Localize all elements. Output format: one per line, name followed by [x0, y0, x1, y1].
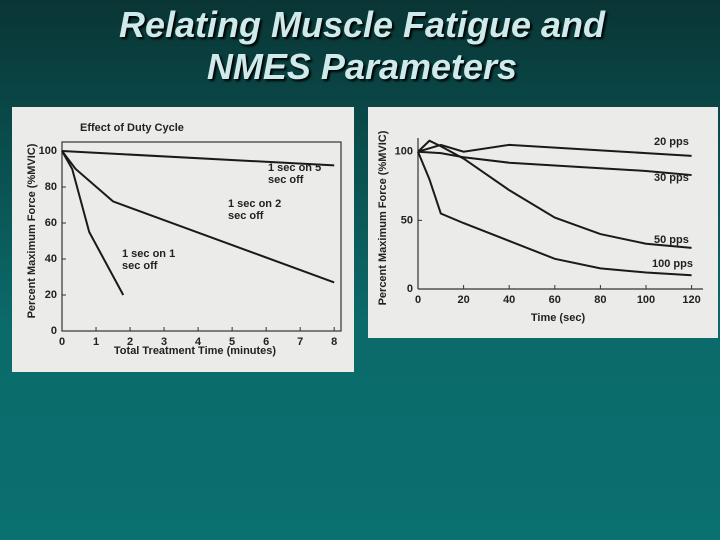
x-tick-label: 4 [195, 336, 202, 348]
series-line [417, 139, 692, 249]
x-tick-label: 0 [415, 294, 421, 306]
y-tick-label: 0 [51, 325, 57, 337]
x-tick-label: 8 [331, 336, 337, 348]
series-name: 1 sec on 1 sec off [122, 248, 176, 272]
y-axis-label: Percent Maximum Force (%MVIC) [26, 143, 38, 318]
series-line [417, 143, 692, 157]
x-tick-label: 80 [594, 294, 606, 306]
y-tick-label: 80 [45, 181, 57, 193]
chart-panel [368, 107, 718, 338]
chart-panel [12, 107, 354, 372]
x-tick-label: 6 [263, 336, 269, 348]
series-line [61, 150, 125, 296]
series-line [61, 150, 335, 167]
y-tick-label: 20 [45, 289, 57, 301]
series-line [417, 150, 692, 177]
x-axis-label: Total Treatment Time (minutes) [114, 345, 277, 357]
series-label: 1 sec on 1 sec off [122, 248, 176, 272]
plot-frame [61, 141, 342, 332]
series-name: 50 pps [654, 234, 689, 246]
series-label: 1 sec on 5 sec off [268, 162, 322, 186]
y-tick-label: 50 [401, 214, 413, 226]
x-tick-label: 2 [127, 336, 133, 348]
x-tick-label: 5 [229, 336, 235, 348]
chart-title: Effect of Duty Cycle [80, 122, 184, 134]
series-name: 1 sec on 5 sec off [268, 162, 322, 186]
series-label: 20 pps [654, 136, 689, 148]
series-name: 100 pps [652, 258, 693, 270]
series-name: 20 pps [654, 136, 689, 148]
y-tick-label: 60 [45, 217, 57, 229]
series-line [417, 151, 692, 277]
x-tick-label: 7 [297, 336, 303, 348]
x-axis-label: Time (sec) [531, 312, 586, 324]
y-tick-label: 100 [395, 146, 413, 158]
series-name: 1 sec on 2 sec off [228, 198, 282, 222]
series-line [61, 150, 335, 284]
series-label: 30 pps [654, 172, 689, 184]
x-tick-label: 60 [549, 294, 561, 306]
x-tick-label: 20 [457, 294, 469, 306]
series-name: 30 pps [654, 172, 689, 184]
slide-title: Relating Muscle Fatigue and NMES Paramet… [118, 4, 606, 87]
x-tick-label: 100 [637, 294, 655, 306]
series-label: 50 pps [654, 234, 689, 246]
y-tick-label: 0 [407, 283, 413, 295]
series-label: 1 sec on 2 sec off [228, 198, 282, 222]
series-label: 100 pps [652, 258, 693, 270]
x-tick-label: 1 [93, 336, 99, 348]
y-tick-label: 100 [39, 145, 57, 157]
x-tick-label: 0 [59, 336, 65, 348]
x-tick-label: 3 [161, 336, 167, 348]
x-tick-label: 120 [682, 294, 700, 306]
x-tick-label: 40 [503, 294, 515, 306]
y-axis-label: Percent Maximum Force (%MVIC) [377, 130, 389, 305]
y-tick-label: 40 [45, 253, 57, 265]
